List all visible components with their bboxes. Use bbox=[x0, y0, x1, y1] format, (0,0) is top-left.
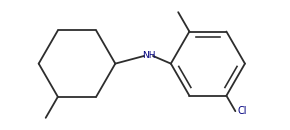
Text: NH: NH bbox=[142, 51, 155, 60]
Text: Cl: Cl bbox=[238, 106, 247, 116]
